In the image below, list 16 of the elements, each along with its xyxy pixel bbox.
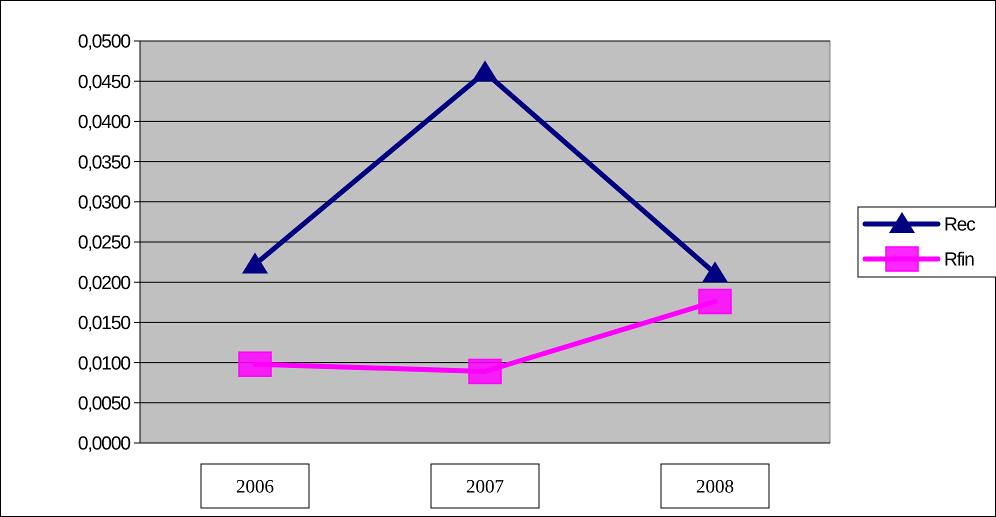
- y-tick-label: 0,0200: [78, 272, 130, 294]
- x-tick-label: 2006: [236, 476, 274, 498]
- y-tick-label: 0,0100: [78, 353, 130, 374]
- x-tick-label: 2008: [696, 476, 734, 498]
- y-tick-label: 0,0050: [78, 393, 130, 414]
- y-tick-label: 0,0150: [78, 313, 130, 334]
- y-tick-label: 0,0350: [78, 152, 130, 174]
- y-tick-label: 0,0500: [78, 32, 130, 53]
- legend-label: Rfin: [944, 250, 974, 271]
- y-tick-label: 0,0250: [78, 232, 130, 254]
- legend-label: Rec: [944, 214, 976, 236]
- y-tick-label: 0,0400: [78, 112, 130, 134]
- y-tick-label: 0,0000: [78, 434, 130, 455]
- y-tick-label: 0,0300: [78, 192, 130, 214]
- y-tick-label: 0,0450: [78, 72, 130, 93]
- x-tick-label: 2007: [466, 476, 504, 498]
